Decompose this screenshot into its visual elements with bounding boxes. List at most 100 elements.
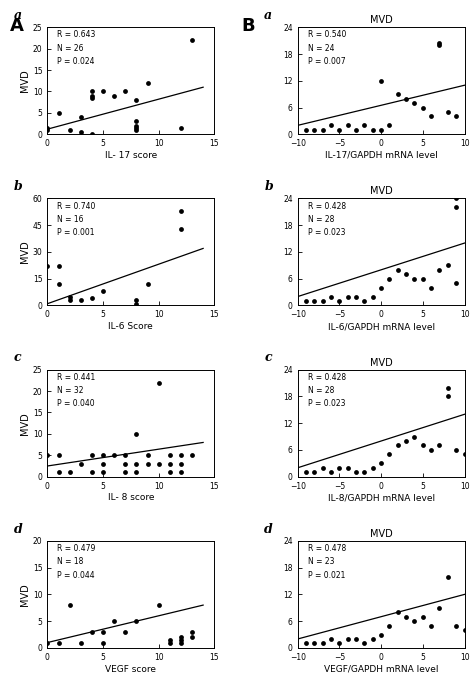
Point [444,382,452,393]
Point [133,122,140,133]
Point [302,124,310,135]
Point [344,634,352,644]
Text: d: d [14,522,23,535]
Point [66,599,73,610]
Point [144,279,151,290]
Point [394,440,401,451]
Point [110,616,118,627]
Point [188,632,196,642]
X-axis label: IL-6 Score: IL-6 Score [109,322,153,331]
Point [444,260,452,271]
Point [177,467,185,478]
Point [394,89,401,100]
Point [377,282,385,293]
Y-axis label: MVD: MVD [20,583,30,606]
Point [77,112,84,123]
X-axis label: IL- 17 score: IL- 17 score [105,151,157,160]
X-axis label: IL- 8 score: IL- 8 score [108,493,154,503]
Point [99,637,107,648]
Point [377,629,385,640]
Point [436,38,443,48]
Point [410,273,418,284]
Point [410,98,418,108]
X-axis label: IL-17/GAPDH mRNA level: IL-17/GAPDH mRNA level [325,151,438,160]
Point [77,637,84,648]
Point [55,637,62,648]
Point [155,377,163,388]
Point [133,298,140,309]
Point [55,467,62,478]
Text: b: b [264,180,273,193]
Point [336,295,343,306]
Point [88,293,96,303]
Point [310,295,318,306]
Y-axis label: MVD: MVD [20,241,30,263]
Point [177,205,185,216]
Point [428,282,435,293]
Point [177,122,185,133]
Title: MVD: MVD [370,529,392,539]
Point [302,466,310,477]
Point [166,637,173,648]
Point [452,278,460,288]
Point [352,124,360,135]
Point [344,120,352,131]
Point [369,124,376,135]
Point [319,124,327,135]
Point [66,125,73,136]
Text: d: d [264,522,273,535]
Point [99,86,107,97]
Text: b: b [14,180,23,193]
Point [302,638,310,649]
Point [444,571,452,582]
Point [452,202,460,213]
Point [336,462,343,473]
Text: R = 0.540
N = 24
P = 0.007: R = 0.540 N = 24 P = 0.007 [308,31,346,66]
Title: MVD: MVD [370,15,392,25]
Point [377,458,385,469]
Point [319,295,327,306]
Point [99,626,107,637]
Point [319,462,327,473]
Point [386,120,393,131]
Point [361,295,368,306]
Point [177,450,185,461]
Point [188,450,196,461]
Point [121,450,129,461]
Point [428,111,435,122]
X-axis label: VEGF/GAPDH mRNA level: VEGF/GAPDH mRNA level [324,664,438,674]
Text: a: a [14,9,22,22]
Point [121,467,129,478]
Point [133,125,140,136]
Point [402,436,410,447]
Point [302,295,310,306]
Point [452,620,460,631]
Point [461,449,468,460]
Point [88,129,96,140]
Point [77,458,84,469]
Point [319,638,327,649]
Text: R = 0.428
N = 28
P = 0.023: R = 0.428 N = 28 P = 0.023 [308,202,346,237]
Point [352,291,360,302]
Point [166,458,173,469]
Point [444,391,452,402]
Y-axis label: MVD: MVD [20,412,30,434]
Point [88,626,96,637]
Point [352,634,360,644]
Point [369,291,376,302]
Point [428,445,435,456]
Point [133,616,140,627]
Point [55,279,62,290]
Point [188,626,196,637]
Point [344,291,352,302]
Point [133,116,140,127]
Point [377,75,385,86]
Point [133,458,140,469]
Point [110,450,118,461]
Point [55,450,62,461]
Point [66,291,73,302]
Point [44,261,51,271]
Point [133,295,140,306]
Point [444,106,452,117]
Point [327,466,335,477]
